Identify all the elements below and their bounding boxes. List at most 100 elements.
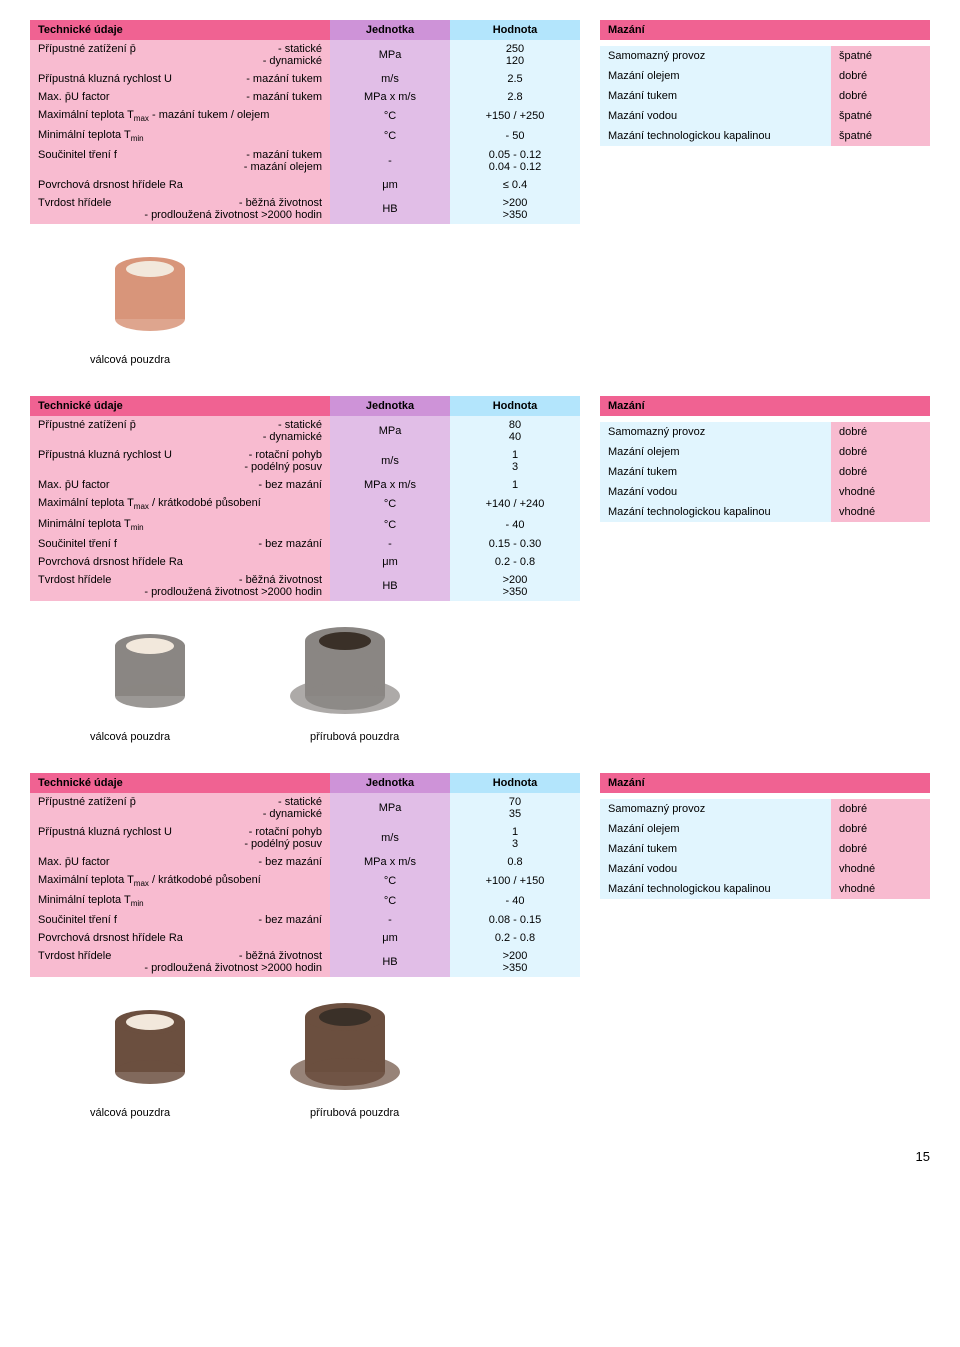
row-label-left: Max. p̄U factor (38, 91, 110, 103)
maz-value: dobré (831, 462, 930, 482)
image-caption: válcová pouzdra (90, 731, 250, 743)
maz-block: Mazání Samomazný provozdobréMazání oleje… (600, 396, 930, 522)
row-value: >200>350 (450, 571, 580, 601)
row-label-left: Minimální teplota Tmin (38, 894, 144, 908)
maz-label: Mazání olejem (600, 442, 831, 462)
row-value: - 40 (450, 891, 580, 911)
maz-row: Samomazný provozdobré (600, 422, 930, 442)
row-label-right: - běžná životnost- prodloužená životnost… (144, 197, 322, 221)
row-label-left: Součinitel tření f (38, 149, 117, 173)
table-row: Součinitel tření f- mazání tukem- mazání… (30, 146, 580, 176)
maz-label: Mazání technologickou kapalinou (600, 879, 831, 899)
table-row: Přípustné zatížení p̄- statické- dynamic… (30, 793, 580, 823)
row-unit: MPa x m/s (330, 476, 450, 494)
maz-row: Samomazný provozšpatné (600, 46, 930, 66)
row-value: 2.5 (450, 70, 580, 88)
maz-block: Mazání Samomazný provozšpatnéMazání olej… (600, 20, 930, 146)
image-row (90, 244, 930, 344)
image-caption: přírubová pouzdra (310, 1107, 470, 1119)
maz-value: dobré (831, 422, 930, 442)
data-section: Technické údaje Jednotka Hodnota Přípust… (30, 396, 930, 742)
row-label-right: - rotační pohyb- podélný posuv (244, 449, 322, 473)
row-value: 0.08 - 0.15 (450, 911, 580, 929)
tech-header-main: Technické údaje (30, 773, 330, 793)
maz-table: Samomazný provozšpatnéMazání olejemdobré… (600, 46, 930, 146)
table-row: Minimální teplota Tmin °C - 40 (30, 891, 580, 911)
row-value: 1 (450, 476, 580, 494)
maz-label: Mazání tukem (600, 462, 831, 482)
row-value: - 50 (450, 126, 580, 146)
maz-label: Samomazný provoz (600, 46, 831, 66)
maz-label: Mazání technologickou kapalinou (600, 126, 831, 146)
row-unit: - (330, 146, 450, 176)
row-value: 8040 (450, 416, 580, 446)
table-row: Součinitel tření f- bez mazání - 0.08 - … (30, 911, 580, 929)
row-label-right: - běžná životnost- prodloužená životnost… (144, 950, 322, 974)
maz-table: Samomazný provozdobréMazání olejemdobréM… (600, 799, 930, 899)
row-value: - 40 (450, 515, 580, 535)
maz-title: Mazání (600, 773, 930, 793)
caption-row: válcová pouzdra (90, 354, 930, 366)
maz-label: Mazání olejem (600, 819, 831, 839)
row-label-left: Minimální teplota Tmin (38, 518, 144, 532)
row-label-left: Přípustná kluzná rychlost U (38, 826, 172, 850)
row-label-left: Přípustné zatížení p̄ (38, 43, 136, 67)
maz-row: Mazání vodouvhodné (600, 482, 930, 502)
tech-table: Technické údaje Jednotka Hodnota Přípust… (30, 396, 580, 600)
row-label-left: Povrchová drsnost hřídele Ra (38, 556, 183, 568)
row-value: 0.15 - 0.30 (450, 535, 580, 553)
row-value: >200>350 (450, 194, 580, 224)
tech-table: Technické údaje Jednotka Hodnota Přípust… (30, 20, 580, 224)
data-section: Technické údaje Jednotka Hodnota Přípust… (30, 773, 930, 1119)
table-row: Součinitel tření f- bez mazání - 0.15 - … (30, 535, 580, 553)
data-section: Technické údaje Jednotka Hodnota Přípust… (30, 20, 930, 366)
maz-row: Mazání tukemdobré (600, 86, 930, 106)
maz-row: Mazání olejemdobré (600, 819, 930, 839)
maz-label: Mazání vodou (600, 106, 831, 126)
row-label-left: Max. p̄U factor (38, 479, 110, 491)
caption-row: válcová pouzdrapřírubová pouzdra (90, 731, 930, 743)
row-label-left: Maximální teplota Tmax - mazání tukem / … (38, 109, 269, 123)
row-unit: m/s (330, 446, 450, 476)
row-label-left: Přípustná kluzná rychlost U (38, 73, 172, 85)
maz-row: Mazání technologickou kapalinouvhodné (600, 879, 930, 899)
row-unit: - (330, 535, 450, 553)
row-label-left: Minimální teplota Tmin (38, 129, 144, 143)
caption-row: válcová pouzdrapřírubová pouzdra (90, 1107, 930, 1119)
table-row: Povrchová drsnost hřídele Ra μm 0.2 - 0.… (30, 553, 580, 571)
tech-table: Technické údaje Jednotka Hodnota Přípust… (30, 773, 580, 977)
image-row (90, 997, 930, 1097)
table-row: Minimální teplota Tmin °C - 40 (30, 515, 580, 535)
tech-header-unit: Jednotka (330, 773, 450, 793)
tech-header-unit: Jednotka (330, 396, 450, 416)
maz-row: Samomazný provozdobré (600, 799, 930, 819)
row-label-left: Povrchová drsnost hřídele Ra (38, 179, 183, 191)
row-value: 0.2 - 0.8 (450, 929, 580, 947)
table-row: Povrchová drsnost hřídele Ra μm ≤ 0.4 (30, 176, 580, 194)
maz-label: Mazání olejem (600, 66, 831, 86)
maz-row: Mazání olejemdobré (600, 66, 930, 86)
row-label-left: Maximální teplota Tmax / krátkodobé půso… (38, 874, 261, 888)
bushing-image (90, 244, 210, 344)
table-row: Tvrdost hřídele - běžná životnost- prodlo… (30, 947, 580, 977)
row-label-right: - mazání tukem (246, 91, 322, 103)
maz-row: Mazání technologickou kapalinoušpatné (600, 126, 930, 146)
row-value: 13 (450, 823, 580, 853)
maz-value: dobré (831, 442, 930, 462)
tech-header-main: Technické údaje (30, 396, 330, 416)
row-label-left: Povrchová drsnost hřídele Ra (38, 932, 183, 944)
row-label-left: Tvrdost hřídele (38, 950, 111, 974)
table-row: Tvrdost hřídele- běžná životnost- prodlo… (30, 194, 580, 224)
row-value: 0.2 - 0.8 (450, 553, 580, 571)
row-unit: MPa (330, 793, 450, 823)
image-caption: válcová pouzdra (90, 354, 250, 366)
row-value: >200>350 (450, 947, 580, 977)
row-value: ≤ 0.4 (450, 176, 580, 194)
maz-row: Mazání tukemdobré (600, 462, 930, 482)
row-value: 0.05 - 0.120.04 - 0.12 (450, 146, 580, 176)
maz-value: dobré (831, 66, 930, 86)
row-label-left: Max. p̄U factor (38, 856, 110, 868)
bushing-image (270, 621, 410, 721)
row-unit: MPa x m/s (330, 88, 450, 106)
maz-value: dobré (831, 86, 930, 106)
